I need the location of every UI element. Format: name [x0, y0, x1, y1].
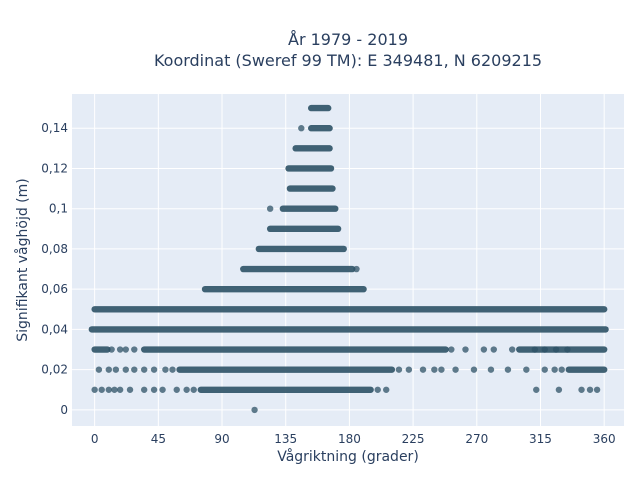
data-point: [419, 366, 427, 373]
data-point: [131, 346, 138, 353]
data-point: [564, 346, 571, 353]
x-tick-label: 315: [529, 432, 552, 446]
data-point: [91, 386, 98, 393]
data-point: [431, 366, 438, 373]
data-point: [162, 366, 169, 373]
data-point: [266, 205, 274, 212]
data-point: [251, 406, 258, 414]
data-point: [159, 386, 166, 393]
y-tick-label: 0,1: [49, 202, 68, 216]
data-point: [586, 386, 594, 393]
data-point: [448, 346, 455, 353]
data-point: [95, 366, 103, 373]
x-tick-label: 180: [338, 432, 361, 446]
data-point: [169, 366, 176, 373]
data-point: [383, 386, 390, 393]
data-point: [523, 366, 530, 373]
data-point: [298, 125, 305, 132]
x-tick-label: 270: [465, 432, 488, 446]
x-tick-label: 90: [214, 432, 229, 446]
data-point: [190, 386, 197, 393]
data-point: [552, 346, 560, 353]
x-tick-label: 225: [402, 432, 425, 446]
data-point: [558, 366, 565, 373]
data-point: [105, 366, 113, 373]
x-tick-label: 0: [91, 432, 99, 446]
y-axis-title: Signifikant våghöjd (m): [14, 178, 31, 341]
data-point: [593, 386, 601, 393]
data-point: [150, 386, 158, 393]
data-point: [504, 366, 512, 373]
data-point: [183, 386, 190, 393]
chart-title-line2: Koordinat (Sweref 99 TM): E 349481, N 62…: [154, 51, 542, 70]
data-point: [131, 366, 138, 373]
data-point: [150, 366, 158, 373]
data-point: [122, 366, 129, 373]
y-tick-label: 0,08: [41, 242, 68, 256]
data-point: [438, 366, 445, 373]
data-point: [533, 386, 540, 393]
y-tick-label: 0,06: [41, 282, 68, 296]
data-point: [541, 366, 548, 373]
data-point: [551, 366, 558, 373]
data-point: [508, 346, 516, 353]
data-point: [395, 366, 403, 373]
data-point: [122, 346, 129, 353]
x-axis-title: Vågriktning (grader): [277, 448, 419, 465]
y-tick-label: 0,04: [41, 322, 68, 336]
data-point: [140, 366, 148, 373]
data-point: [140, 386, 148, 393]
data-point: [116, 386, 124, 393]
data-point: [108, 346, 115, 353]
x-tick-label: 45: [151, 432, 166, 446]
data-point: [126, 386, 134, 393]
y-tick-label: 0,14: [41, 121, 68, 135]
x-tick-labels: 0 45 90 135 180 225 270 315 360: [91, 432, 616, 446]
data-point: [480, 346, 488, 353]
x-tick-label: 360: [593, 432, 616, 446]
data-point: [470, 366, 478, 373]
data-point: [405, 366, 413, 373]
y-tick-labels: 0 0,02 0,04 0,06 0,08 0,1 0,12 0,14: [41, 121, 68, 417]
data-point: [105, 386, 113, 393]
data-point: [98, 386, 105, 393]
y-tick-label: 0,12: [41, 161, 68, 175]
data-point: [578, 386, 585, 393]
data-point: [452, 366, 459, 373]
plot-area: [72, 94, 624, 426]
data-point: [112, 366, 120, 373]
data-point: [555, 386, 563, 393]
data-point: [111, 386, 118, 393]
data-point: [541, 346, 548, 353]
data-point: [487, 366, 495, 373]
y-tick-label: 0: [60, 403, 68, 417]
chart-title-line1: År 1979 - 2019: [288, 30, 408, 49]
data-points: [88, 104, 609, 414]
data-point: [353, 265, 360, 273]
x-tick-label: 135: [274, 432, 297, 446]
data-point: [173, 386, 180, 393]
data-point: [531, 346, 539, 353]
data-point: [490, 346, 497, 353]
y-tick-label: 0,02: [41, 363, 68, 377]
data-point: [374, 386, 381, 393]
data-point: [462, 346, 469, 353]
data-point: [116, 346, 124, 353]
